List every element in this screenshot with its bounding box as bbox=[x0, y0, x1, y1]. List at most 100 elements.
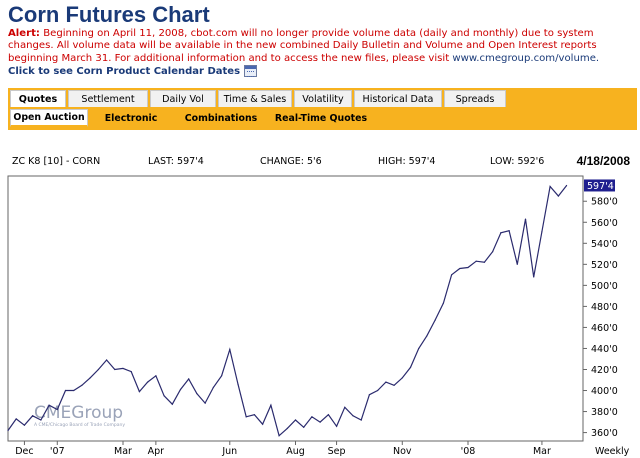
price-point bbox=[155, 375, 157, 377]
y-tick-label: 520'0 bbox=[591, 260, 618, 271]
price-point bbox=[426, 335, 428, 337]
price-point bbox=[565, 184, 568, 187]
y-tick-label: 480'0 bbox=[591, 302, 618, 313]
price-point bbox=[220, 375, 223, 377]
price-point bbox=[303, 426, 305, 428]
chart-change: CHANGE: 5'6 bbox=[260, 156, 322, 167]
price-point bbox=[97, 368, 99, 371]
price-point bbox=[500, 232, 502, 234]
price-point bbox=[377, 389, 379, 392]
x-tick-label: Nov bbox=[393, 446, 412, 457]
price-point bbox=[229, 348, 231, 351]
y-tick-label: 500'0 bbox=[591, 281, 618, 292]
calendar-icon[interactable] bbox=[244, 65, 258, 77]
quote-tab-bar: Quotes Settlement Daily Vol Time & Sales Vol… bbox=[8, 88, 637, 130]
price-point bbox=[7, 429, 9, 432]
y-tick-label: 400'0 bbox=[591, 386, 618, 397]
price-point bbox=[138, 390, 141, 393]
price-point bbox=[73, 389, 75, 392]
price-point bbox=[483, 261, 486, 263]
alert-text: Beginning on April 11, 2008, cbot.com wi… bbox=[8, 28, 597, 64]
price-point bbox=[163, 395, 165, 397]
tab-quotes[interactable]: Quotes bbox=[10, 90, 66, 107]
tab-historical-data[interactable]: Historical Data bbox=[354, 90, 442, 107]
y-tick-label: 420'0 bbox=[591, 365, 618, 376]
price-point bbox=[352, 415, 354, 417]
price-point bbox=[294, 419, 297, 421]
price-point bbox=[549, 185, 551, 188]
y-tick-label: 380'0 bbox=[591, 407, 618, 418]
price-point bbox=[557, 195, 559, 197]
price-point bbox=[516, 263, 518, 265]
tab-volatility[interactable]: Volatility bbox=[294, 90, 352, 107]
alert-message: Alert: Beginning on April 11, 2008, cbot… bbox=[8, 28, 636, 65]
price-point bbox=[278, 435, 280, 437]
price-point bbox=[81, 384, 83, 386]
price-point bbox=[327, 414, 329, 416]
price-point bbox=[541, 231, 543, 233]
price-point bbox=[253, 414, 256, 416]
price-point bbox=[130, 370, 132, 373]
x-tick-label: Dec bbox=[15, 446, 33, 457]
price-point bbox=[237, 383, 239, 385]
price-point bbox=[105, 359, 108, 361]
price-point bbox=[368, 394, 371, 396]
price-point bbox=[179, 388, 182, 391]
y-tick-label: 560'0 bbox=[591, 218, 618, 229]
last-value-box bbox=[584, 179, 615, 192]
price-chart: 360'0 380'0 400'0 420'0 440'0 460'0 480'0 500'0… bbox=[7, 175, 630, 457]
x-tick-label: Mar bbox=[114, 446, 132, 457]
price-point bbox=[56, 408, 58, 411]
plot-area bbox=[7, 175, 584, 442]
x-tick-label: '08 bbox=[461, 446, 476, 457]
price-point bbox=[524, 218, 527, 220]
price-point bbox=[114, 368, 116, 371]
tab-settlement[interactable]: Settlement bbox=[68, 90, 148, 107]
subtab-combinations[interactable]: Combinations bbox=[184, 112, 258, 124]
price-point bbox=[393, 384, 395, 386]
price-point bbox=[32, 415, 34, 417]
calendar-link-text[interactable]: Click to see Corn Product Calendar Dates bbox=[8, 65, 241, 77]
price-point bbox=[360, 419, 362, 421]
price-point bbox=[434, 319, 436, 321]
price-point bbox=[475, 260, 477, 262]
tab-time-sales[interactable]: Time & Sales bbox=[218, 90, 292, 107]
y-tick-label: 580'0 bbox=[591, 197, 618, 208]
tab-daily-vol[interactable]: Daily Vol bbox=[150, 90, 216, 107]
main-tabs: Quotes Settlement Daily Vol Time & Sales Vol… bbox=[10, 90, 508, 107]
period-label: Weekly bbox=[595, 446, 630, 457]
y-tick-label: 360'0 bbox=[591, 428, 618, 439]
chart-symbol: ZC K8 [10] - CORN bbox=[12, 156, 101, 167]
y-tick-label: 440'0 bbox=[591, 344, 618, 355]
price-point bbox=[442, 302, 444, 304]
price-point bbox=[319, 421, 321, 423]
chart-last: LAST: 597'4 bbox=[148, 156, 204, 167]
price-point bbox=[171, 403, 173, 405]
price-point bbox=[262, 423, 264, 425]
price-point bbox=[508, 230, 510, 232]
tab-spreads[interactable]: Spreads bbox=[444, 90, 506, 107]
price-point bbox=[385, 381, 387, 383]
subtab-electronic[interactable]: Electronic bbox=[104, 112, 158, 124]
price-point bbox=[196, 393, 198, 395]
price-point bbox=[311, 416, 313, 418]
price-point bbox=[23, 424, 26, 426]
price-point bbox=[40, 419, 42, 421]
price-point bbox=[122, 367, 124, 370]
x-tick-label: Apr bbox=[148, 446, 165, 457]
price-point bbox=[450, 274, 453, 276]
x-tick-label: Sep bbox=[328, 446, 346, 457]
price-point bbox=[459, 267, 461, 270]
cme-group-watermark-sub: A CME/Chicago Board of Trade Company bbox=[34, 422, 125, 428]
subtab-real-time-quotes[interactable]: Real-Time Quotes bbox=[274, 112, 368, 124]
price-point bbox=[418, 347, 420, 350]
price-point bbox=[270, 404, 272, 406]
x-tick-label: Aug bbox=[286, 446, 305, 457]
alert-label: Alert: bbox=[8, 28, 40, 39]
price-point bbox=[533, 276, 535, 278]
subtab-open-auction[interactable]: Open Auction bbox=[10, 109, 88, 127]
calendar-dates-link[interactable]: Click to see Corn Product Calendar Dates bbox=[8, 65, 258, 77]
cmegroup-volume-link[interactable]: www.cmegroup.com/volume. bbox=[452, 52, 600, 64]
chart-high: HIGH: 597'4 bbox=[378, 156, 436, 167]
price-point bbox=[64, 389, 67, 392]
